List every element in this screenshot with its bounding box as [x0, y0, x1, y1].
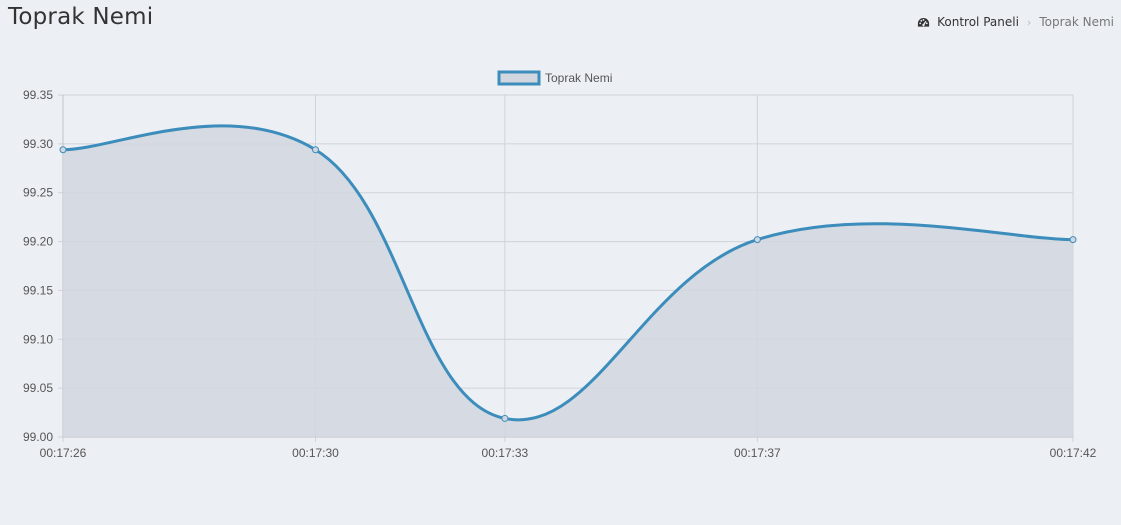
- series-area-fill: [63, 125, 1073, 437]
- data-point: [59, 146, 67, 154]
- breadcrumb: Kontrol Paneli › Toprak Nemi: [917, 15, 1114, 29]
- y-axis-ticks: 99.35 99.30 99.25 99.20 99.15 99.10 99.05 99.00: [23, 88, 53, 444]
- y-tick-label: 99.10: [23, 332, 53, 346]
- chart-points: [59, 146, 1077, 422]
- x-tick-label: 00:17:30: [292, 446, 339, 460]
- x-axis-ticks: 00:17:26 00:17:30 00:17:33 00:17:37 00:17:42: [40, 446, 1097, 460]
- breadcrumb-home-link[interactable]: Kontrol Paneli: [917, 15, 1019, 29]
- chart-area-layer: [62, 124, 1074, 437]
- x-tick-label: 00:17:33: [482, 446, 529, 460]
- y-tick-label: 99.05: [23, 381, 53, 395]
- x-tick-label: 00:17:37: [734, 446, 781, 460]
- data-point: [1069, 236, 1077, 244]
- y-tick-label: 99.35: [23, 88, 53, 102]
- data-point: [501, 414, 509, 422]
- legend-swatch[interactable]: [497, 70, 541, 86]
- dashboard-icon: [918, 17, 930, 27]
- x-tick-label: 00:17:26: [40, 446, 87, 460]
- breadcrumb-current: Toprak Nemi: [1039, 15, 1114, 29]
- breadcrumb-separator: ›: [1026, 15, 1032, 29]
- chart-legend[interactable]: Toprak Nemi: [497, 70, 612, 86]
- page-title: Toprak Nemi: [8, 4, 154, 30]
- legend-label[interactable]: Toprak Nemi: [545, 71, 612, 85]
- y-tick-label: 99.15: [23, 283, 53, 297]
- y-tick-label: 99.30: [23, 137, 53, 151]
- y-tick-label: 99.25: [23, 186, 53, 200]
- data-point: [753, 236, 761, 244]
- breadcrumb-home-label: Kontrol Paneli: [937, 15, 1019, 29]
- data-point: [312, 146, 319, 154]
- x-tick-label: 00:17:42: [1050, 446, 1097, 460]
- y-tick-label: 99.00: [23, 430, 53, 444]
- y-tick-label: 99.20: [23, 235, 53, 249]
